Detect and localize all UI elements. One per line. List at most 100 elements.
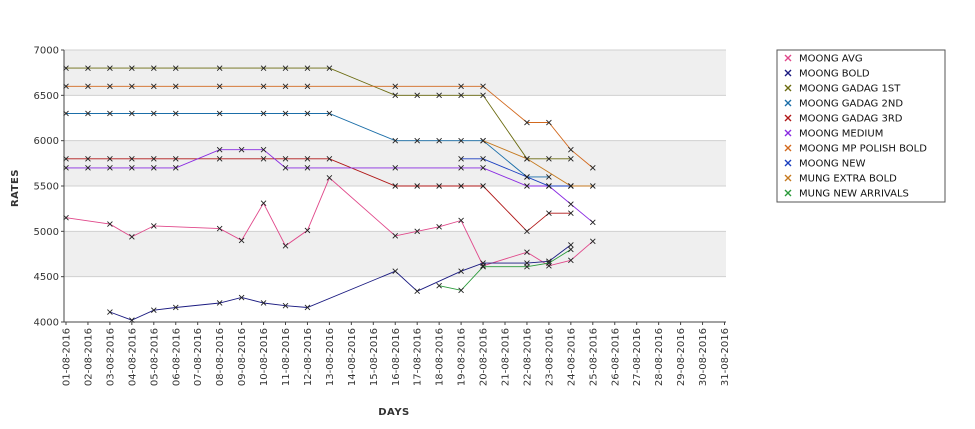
grid-band xyxy=(64,95,726,141)
data-point xyxy=(414,228,421,235)
data-point xyxy=(150,83,157,90)
x-tick-label: 13-08-2016 xyxy=(325,328,336,386)
data-point xyxy=(150,155,157,162)
data-point xyxy=(326,65,333,71)
data-point xyxy=(392,183,399,189)
legend-item: MUNG EXTRA BOLD xyxy=(784,174,897,185)
legend-item: MOONG BOLD xyxy=(784,69,870,80)
series-mung-new-arrivals xyxy=(436,246,574,294)
legend-item: MOONG MEDIUM xyxy=(784,129,883,140)
legend-item: MOONG AVG xyxy=(784,54,863,65)
data-point xyxy=(414,137,421,144)
data-point xyxy=(238,294,245,301)
data-point xyxy=(414,288,421,294)
data-point xyxy=(216,83,223,90)
data-point xyxy=(480,92,486,99)
grid-band xyxy=(64,186,726,232)
x-tick-label: 07-08-2016 xyxy=(193,328,204,386)
data-point xyxy=(436,223,442,230)
data-point xyxy=(568,201,574,207)
data-point xyxy=(589,183,596,189)
legend-label: MOONG MP POLISH BOLD xyxy=(799,144,927,155)
data-point xyxy=(589,165,596,171)
data-point xyxy=(260,155,267,162)
legend-marker xyxy=(784,114,792,122)
data-point xyxy=(392,137,399,144)
x-tick-label: 09-08-2016 xyxy=(237,328,248,386)
x-tick-label: 26-08-2016 xyxy=(610,328,621,386)
data-point xyxy=(568,183,574,189)
data-point xyxy=(150,110,157,117)
y-tick-label: 5500 xyxy=(34,182,59,193)
data-point xyxy=(282,243,289,249)
data-point xyxy=(392,92,399,99)
data-point xyxy=(129,65,135,71)
data-point xyxy=(458,183,464,189)
data-point xyxy=(304,155,311,162)
x-tick-label: 21-08-2016 xyxy=(501,328,512,386)
data-point xyxy=(260,110,267,117)
data-point xyxy=(546,260,552,266)
data-point xyxy=(260,146,267,153)
x-tick-label: 12-08-2016 xyxy=(303,328,314,386)
data-point xyxy=(172,155,179,162)
data-point xyxy=(238,146,245,153)
legend-marker xyxy=(784,144,792,152)
x-tick-label: 31-08-2016 xyxy=(720,328,731,386)
y-tick-label: 7000 xyxy=(34,46,59,57)
data-point xyxy=(568,246,574,253)
data-point xyxy=(172,304,179,311)
data-point xyxy=(85,110,91,117)
x-tick-label: 19-08-2016 xyxy=(457,328,468,386)
data-point xyxy=(568,146,574,153)
x-tick-label: 17-08-2016 xyxy=(413,328,424,386)
data-point xyxy=(107,65,113,71)
legend-item: MOONG GADAG 1ST xyxy=(784,84,901,95)
data-point xyxy=(589,238,596,245)
data-point xyxy=(107,165,113,171)
data-point xyxy=(282,110,289,117)
data-point xyxy=(458,217,464,224)
x-tick-label: 27-08-2016 xyxy=(632,328,643,386)
data-point xyxy=(480,263,486,270)
legend-label: MOONG NEW xyxy=(799,159,866,170)
x-tick-label: 22-08-2016 xyxy=(522,328,533,386)
y-tick-label: 4500 xyxy=(34,272,59,283)
grid-band xyxy=(64,276,726,322)
grid-band xyxy=(64,140,726,186)
data-point xyxy=(304,227,311,234)
data-point xyxy=(458,92,464,99)
legend-marker xyxy=(784,99,792,107)
data-point xyxy=(524,263,530,270)
data-point xyxy=(216,110,223,117)
data-point xyxy=(458,165,464,171)
data-point xyxy=(568,257,574,264)
data-point xyxy=(150,223,157,229)
data-point xyxy=(107,110,113,117)
data-point xyxy=(304,165,311,171)
series-line xyxy=(439,249,572,291)
series-line xyxy=(482,140,593,187)
x-tick-label: 01-08-2016 xyxy=(62,328,73,386)
x-tick-label: 23-08-2016 xyxy=(544,328,555,386)
data-point xyxy=(282,165,289,171)
data-point xyxy=(524,183,530,189)
data-point xyxy=(480,165,486,171)
series-line xyxy=(66,113,549,178)
data-point xyxy=(414,92,421,99)
legend-item: MOONG MP POLISH BOLD xyxy=(784,144,927,155)
data-point xyxy=(568,155,574,162)
data-point xyxy=(392,165,399,171)
data-point xyxy=(392,83,399,90)
series-line xyxy=(66,149,594,223)
data-point xyxy=(480,183,486,189)
data-point xyxy=(458,287,464,294)
data-point xyxy=(129,110,135,117)
legend-item: MOONG NEW xyxy=(784,159,866,170)
data-point xyxy=(150,65,157,71)
data-point xyxy=(282,65,289,71)
data-point xyxy=(458,83,464,90)
data-point xyxy=(216,225,223,232)
data-point xyxy=(150,307,157,314)
